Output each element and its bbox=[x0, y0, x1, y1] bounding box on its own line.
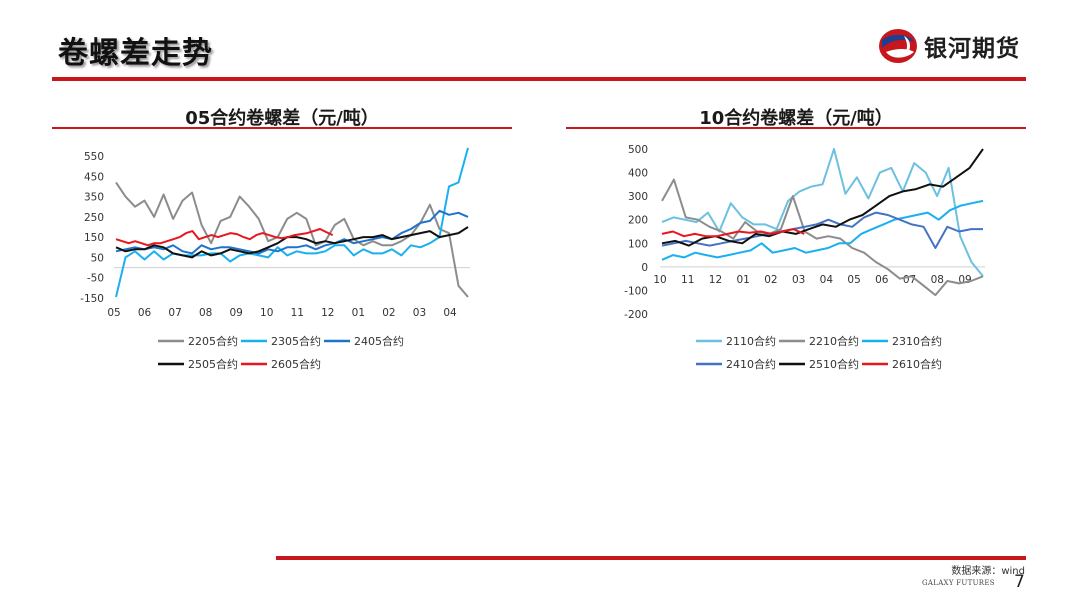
legend-label: 2405合约 bbox=[354, 334, 404, 348]
header-divider bbox=[52, 77, 1026, 81]
y-tick-label: 150 bbox=[84, 232, 104, 244]
page-number: 7 bbox=[1014, 572, 1025, 592]
series-line-2505合约 bbox=[115, 226, 469, 259]
x-tick-label: 06 bbox=[138, 307, 152, 319]
legend-label: 2605合约 bbox=[271, 357, 321, 371]
legend-label: 2610合约 bbox=[892, 357, 942, 371]
footer-brand: GALAXY FUTURES bbox=[922, 579, 995, 587]
legend-label: 2110合约 bbox=[726, 334, 776, 348]
y-tick-label: 300 bbox=[628, 191, 648, 203]
galaxy-logo-icon bbox=[879, 29, 917, 63]
y-tick-label: 400 bbox=[628, 168, 648, 180]
x-tick-label: 04 bbox=[443, 307, 457, 319]
x-tick-label: 07 bbox=[168, 307, 181, 319]
series-line-2305合约 bbox=[115, 147, 469, 298]
y-tick-label: 350 bbox=[84, 192, 104, 204]
x-tick-label: 09 bbox=[229, 307, 242, 319]
brand-logo: 银河期货 bbox=[876, 26, 1020, 66]
y-tick-label: 100 bbox=[628, 238, 648, 250]
y-tick-label: 450 bbox=[84, 171, 104, 183]
legend-label: 2410合约 bbox=[726, 357, 776, 371]
y-tick-label: 0 bbox=[641, 262, 648, 274]
x-tick-label: 03 bbox=[792, 274, 805, 286]
chart-title-05: 05合约卷螺差（元/吨） bbox=[185, 108, 379, 129]
data-source: 数据来源：wind bbox=[951, 566, 1025, 577]
series-line-2310合约 bbox=[661, 199, 984, 261]
x-tick-label: 01 bbox=[736, 274, 749, 286]
series-line-2210合约 bbox=[661, 178, 984, 297]
x-tick-label: 01 bbox=[352, 307, 365, 319]
series-line-2110合约 bbox=[661, 148, 984, 277]
x-tick-label: 05 bbox=[107, 307, 120, 319]
x-tick-label: 12 bbox=[321, 307, 334, 319]
legend-label: 2510合约 bbox=[809, 357, 859, 371]
x-tick-label: 12 bbox=[709, 274, 722, 286]
x-tick-label: 08 bbox=[199, 307, 212, 319]
y-tick-label: 250 bbox=[84, 212, 104, 224]
x-tick-label: 09 bbox=[958, 274, 971, 286]
x-tick-label: 06 bbox=[875, 274, 889, 286]
chart-title-10: 10合约卷螺差（元/吨） bbox=[699, 108, 893, 129]
x-tick-label: 11 bbox=[291, 307, 304, 319]
series-line-2605合约 bbox=[115, 228, 334, 247]
legend-label: 2305合约 bbox=[271, 334, 321, 348]
x-tick-label: 10 bbox=[260, 307, 273, 319]
x-tick-label: 10 bbox=[653, 274, 666, 286]
x-tick-label: 02 bbox=[382, 307, 395, 319]
legend-label: 2310合约 bbox=[892, 334, 942, 348]
y-tick-label: -200 bbox=[624, 309, 648, 321]
y-tick-label: 200 bbox=[628, 215, 648, 227]
page-title: 卷螺差走势 bbox=[58, 36, 213, 71]
y-tick-label: 50 bbox=[91, 252, 104, 264]
series-line-2610合约 bbox=[661, 228, 805, 238]
x-tick-label: 04 bbox=[820, 274, 834, 286]
legend-label: 2505合约 bbox=[188, 357, 238, 371]
x-tick-label: 05 bbox=[847, 274, 860, 286]
y-tick-label: 500 bbox=[628, 144, 648, 156]
series-line-2405合约 bbox=[115, 209, 469, 255]
x-tick-label: 08 bbox=[931, 274, 944, 286]
y-tick-label: -50 bbox=[87, 273, 104, 285]
brand-name: 银河期货 bbox=[924, 36, 1020, 62]
series-line-2510合约 bbox=[661, 148, 984, 247]
chart-divider-05 bbox=[52, 127, 512, 129]
chart-divider-10 bbox=[566, 127, 1026, 129]
series-line-2410合约 bbox=[661, 211, 983, 249]
y-tick-label: -100 bbox=[624, 285, 648, 297]
legend-label: 2210合约 bbox=[809, 334, 859, 348]
x-tick-label: 11 bbox=[681, 274, 694, 286]
x-tick-label: 02 bbox=[764, 274, 777, 286]
y-tick-label: 550 bbox=[84, 151, 104, 163]
y-tick-label: -150 bbox=[80, 293, 104, 305]
footer-divider bbox=[276, 556, 1026, 560]
x-tick-label: 03 bbox=[413, 307, 426, 319]
chart-10-contract-spread: 500 400 300 200 100 0 -100 -200 10 11 12 01 02 03 04 05… bbox=[624, 144, 985, 371]
legend-label: 2205合约 bbox=[188, 334, 238, 348]
